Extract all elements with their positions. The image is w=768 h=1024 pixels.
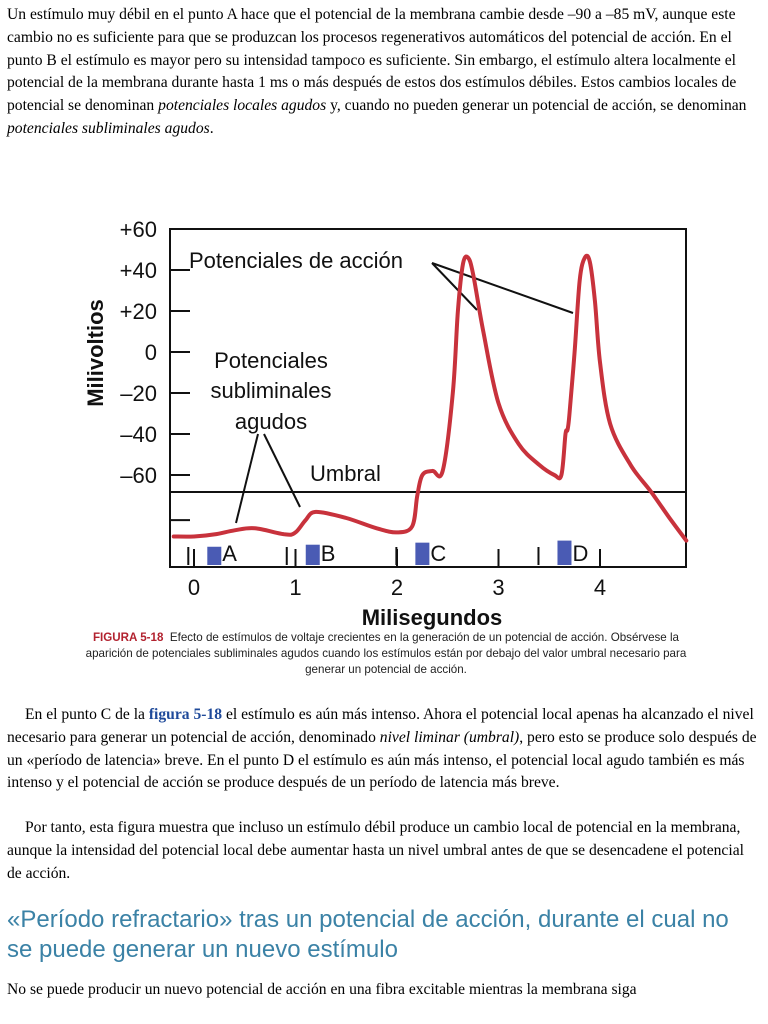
stimulus-label-c: C (430, 541, 446, 566)
paragraph-intro-text: Un estímulo muy débil en el punto A hace… (7, 6, 737, 115)
x-axis-label: Milisegundos (362, 605, 503, 630)
term-potenciales-locales: potenciales locales agudos (158, 97, 327, 115)
figure-caption: FIGURA 5-18 Efecto de estímulos de volta… (80, 630, 692, 678)
paragraph-point-c-text: En el punto C de la (25, 706, 149, 723)
stimulus-bar-c (415, 542, 430, 565)
action-potential-label: Potenciales de acción (189, 248, 403, 273)
paragraph-point-c-end: , pero esto se produce solo después de u… (7, 728, 757, 792)
paragraph-point-c-text-2: el estímulo es aún más intenso. Ahora el… (7, 706, 754, 746)
y-tick-label: +60 (120, 217, 157, 242)
term-nivel-liminar: nivel liminar (umbral) (379, 728, 520, 746)
membrane-potential-trace (171, 253, 689, 543)
paragraph-intro-end: . (209, 119, 214, 137)
term-potenciales-subliminales: potenciales subliminales agudos (7, 119, 210, 137)
subliminal-label-3: agudos (235, 409, 307, 434)
y-tick-label: +40 (120, 258, 157, 283)
y-tick-label: 0 (145, 340, 157, 365)
subliminal-label-2: subliminales (210, 378, 331, 403)
y-ticks: +60 +40 +20 0 –20 –40 –60 (120, 217, 190, 522)
figure-link[interactable]: figura 5-18 (148, 706, 223, 723)
figure-caption-label: FIGURA 5-18 (92, 631, 164, 644)
action-pointer-1 (431, 262, 478, 311)
y-tick-label: –40 (120, 422, 157, 447)
subliminal-pointer-2 (263, 433, 301, 508)
x-tick-label: 3 (492, 575, 504, 600)
y-tick-label: –60 (120, 463, 157, 488)
y-tick-label: –20 (120, 381, 157, 406)
subliminal-label-1: Potenciales (214, 348, 328, 373)
y-tick-label: +20 (120, 299, 157, 324)
stimulus-label-d: D (572, 541, 588, 566)
x-tick-label: 2 (391, 575, 403, 600)
paragraph-intro: Un estímulo muy débil en el punto A hace… (7, 4, 759, 141)
section-heading: «Período refractario» tras un potencial … (7, 906, 729, 963)
stimulus-bar-a (207, 546, 222, 565)
stimulus-label-b: B (321, 541, 336, 566)
subliminal-pointer-1 (235, 433, 259, 524)
x-tick-label: 0 (188, 575, 200, 600)
stimuli: A B C D (187, 540, 588, 566)
threshold-label: Umbral (310, 461, 381, 486)
paragraph-conclusion: Por tanto, esta figura muestra que inclu… (7, 819, 744, 882)
stimulus-bar-d (557, 540, 572, 565)
paragraph-intro-text-2: y, cuando no pueden generar un potencial… (326, 97, 747, 115)
figure-caption-text: Efecto de estímulos de voltaje creciente… (85, 631, 687, 676)
x-tick-label: 1 (289, 575, 301, 600)
stimulus-label-a: A (222, 541, 237, 566)
plot-frame (169, 228, 687, 568)
x-ticks: 0 1 2 3 4 (188, 549, 606, 600)
x-tick-label: 4 (594, 575, 606, 600)
paragraph-point-c: En el punto C de la figura 5-18 el estím… (7, 704, 759, 795)
action-potential-figure: Milivoltios +60 +40 +20 0 –20 –40 –60 0 1 2 3 4 Um… (83, 217, 689, 630)
paragraph-refractory: No se puede producir un nuevo potencial … (7, 981, 637, 998)
y-axis-label: Milivoltios (83, 299, 108, 407)
action-pointer-2 (431, 262, 574, 314)
stimulus-bar-b (305, 544, 320, 565)
